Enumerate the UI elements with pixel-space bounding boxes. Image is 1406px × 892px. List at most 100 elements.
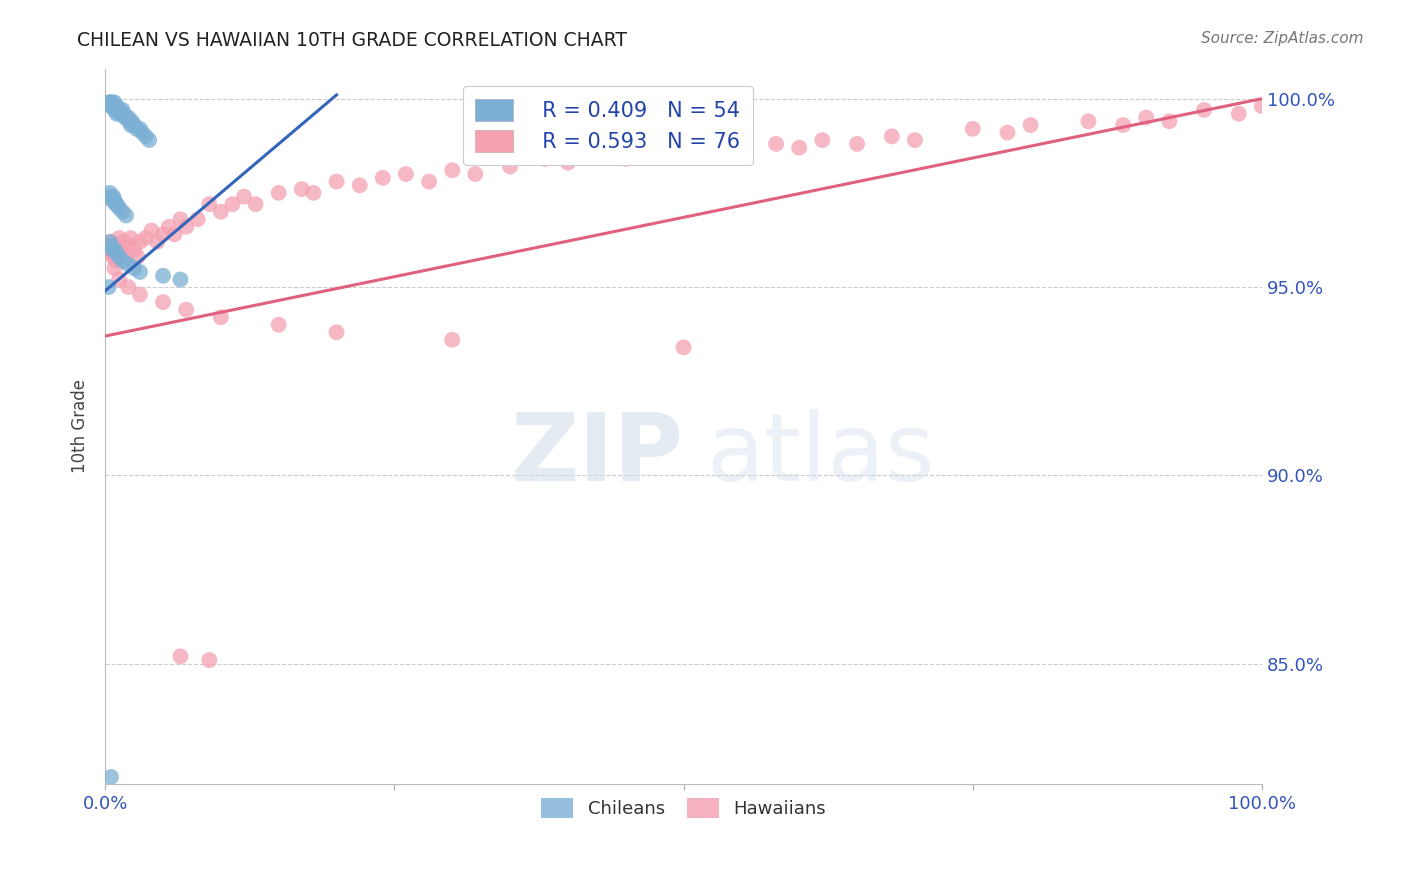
Point [765,136,787,151]
Point [117,111,139,125]
Point [198,197,221,211]
Legend: Chileans, Hawaiians: Chileans, Hawaiians [534,791,834,825]
Point [1227,107,1250,121]
Point [129,265,152,279]
Point [104,197,127,211]
Point [105,107,128,121]
Point [209,204,232,219]
Point [441,163,464,178]
Point [152,268,174,283]
Point [100,235,122,249]
Point [104,99,127,113]
Point [138,133,160,147]
Point [672,148,695,162]
Point [103,238,125,252]
Point [198,653,221,667]
Point [169,649,191,664]
Point [98,246,121,260]
Point [157,219,180,234]
Point [115,209,138,223]
Point [499,160,522,174]
Point [169,272,191,286]
Point [100,238,122,252]
Point [997,126,1019,140]
Point [121,114,143,128]
Point [1019,118,1042,132]
Point [108,272,131,286]
Point [1192,103,1215,117]
Point [163,227,186,242]
Point [100,95,122,110]
Point [108,103,131,117]
Point [112,235,135,249]
Point [103,189,125,203]
Point [146,235,169,249]
Text: ZIP: ZIP [510,409,683,501]
Point [730,145,752,159]
Point [650,145,672,159]
Point [103,99,125,113]
Point [105,246,128,260]
Point [962,121,984,136]
Point [105,197,128,211]
Point [98,186,121,200]
Point [111,204,134,219]
Point [112,107,135,121]
Point [811,133,834,147]
Point [395,167,418,181]
Point [120,118,142,132]
Text: CHILEAN VS HAWAIIAN 10TH GRADE CORRELATION CHART: CHILEAN VS HAWAIIAN 10TH GRADE CORRELATI… [77,31,627,50]
Point [115,250,138,264]
Point [117,238,139,252]
Point [349,178,371,193]
Point [97,95,120,110]
Point [614,152,637,166]
Point [129,235,152,249]
Point [122,243,145,257]
Point [135,129,157,144]
Point [98,235,121,249]
Point [418,175,440,189]
Point [101,243,124,257]
Point [103,261,125,276]
Point [187,212,209,227]
Point [103,243,125,257]
Point [103,194,125,208]
Text: Source: ZipAtlas.com: Source: ZipAtlas.com [1201,31,1364,46]
Point [103,250,125,264]
Point [1135,111,1157,125]
Point [1112,118,1135,132]
Point [103,103,125,117]
Point [100,770,122,784]
Point [152,227,174,242]
Point [108,231,131,245]
Point [101,95,124,110]
Point [108,201,131,215]
Point [105,250,128,264]
Point [209,310,232,325]
Point [441,333,464,347]
Point [1159,114,1181,128]
Point [1251,99,1274,113]
Point [787,141,810,155]
Point [557,155,579,169]
Point [117,257,139,271]
Point [131,126,153,140]
Point [371,170,394,185]
Point [110,243,132,257]
Point [135,231,157,245]
Point [233,189,256,203]
Point [120,231,142,245]
Point [904,133,927,147]
Point [110,107,132,121]
Point [122,261,145,276]
Point [696,141,718,155]
Point [267,318,290,332]
Point [880,129,903,144]
Point [100,189,122,203]
Point [174,302,197,317]
Point [111,103,134,117]
Point [107,103,129,117]
Point [111,253,134,268]
Point [108,250,131,264]
